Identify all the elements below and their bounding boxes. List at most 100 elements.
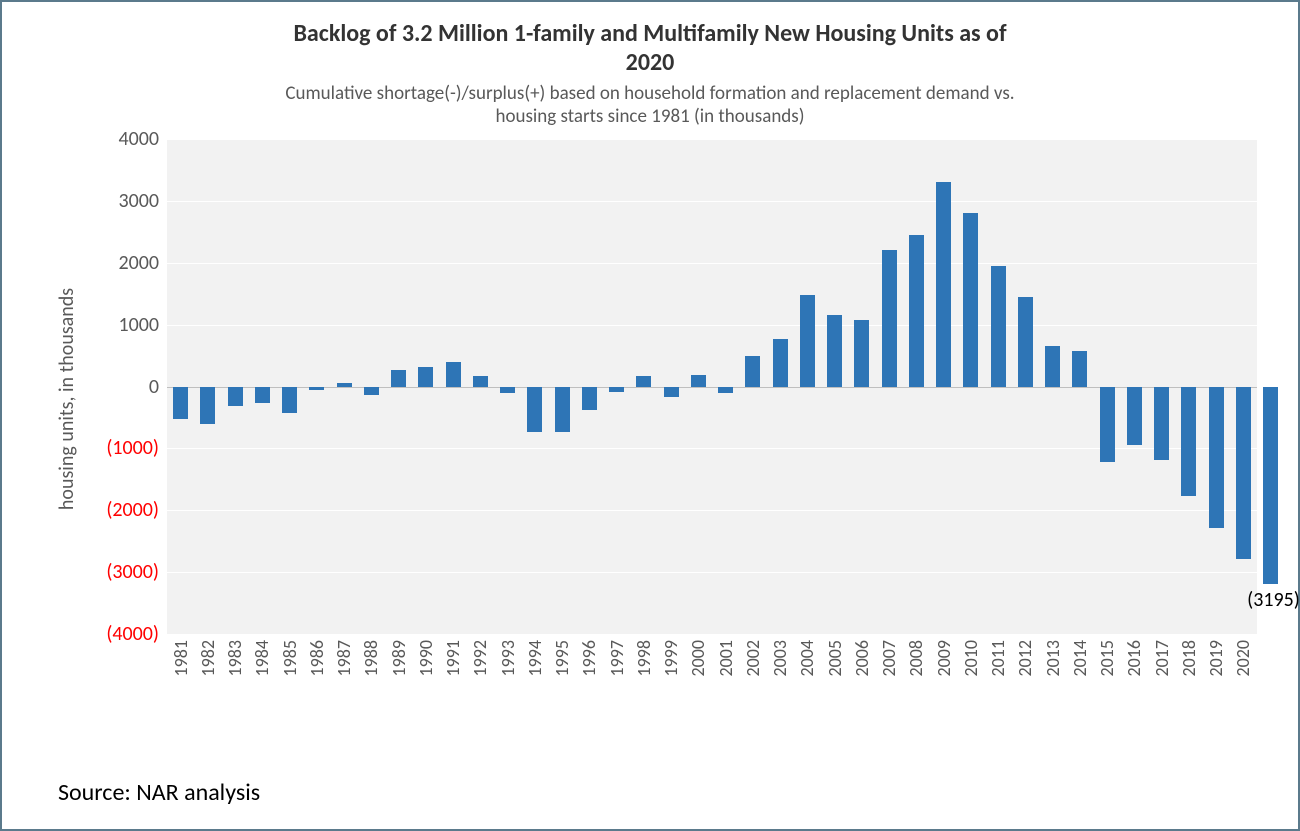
- bar: [827, 315, 842, 386]
- x-tick-label: 2011: [987, 634, 1009, 677]
- gridline: [167, 201, 1257, 202]
- x-tick-label: 1982: [197, 634, 219, 677]
- x-tick-label: 1988: [360, 634, 382, 677]
- x-tick-label: 2010: [960, 634, 982, 677]
- bar: [418, 367, 433, 386]
- y-tick-label: 2000: [118, 251, 167, 275]
- y-axis-label: housing units, in thousands: [55, 269, 79, 529]
- bar: [718, 387, 733, 393]
- bar: [1209, 387, 1224, 528]
- gridline: [167, 325, 1257, 326]
- gridline: [167, 634, 1257, 635]
- x-tick-label: 2009: [933, 634, 955, 677]
- bar: [745, 356, 760, 387]
- source-text: Source: NAR analysis: [58, 778, 260, 807]
- x-tick-label: 1998: [633, 634, 655, 677]
- bar: [555, 387, 570, 433]
- bar: [337, 383, 352, 387]
- bar: [446, 362, 461, 387]
- x-tick-label: 2016: [1123, 634, 1145, 677]
- bar: [228, 387, 243, 407]
- chart-subtitle: Cumulative shortage(-)/surplus(+) based …: [32, 82, 1268, 130]
- bar: [309, 387, 324, 391]
- bar: [1236, 387, 1251, 559]
- x-tick-label: 2018: [1178, 634, 1200, 677]
- y-tick-label: 4000: [118, 127, 167, 151]
- bar: [282, 387, 297, 413]
- bar: [473, 376, 488, 387]
- x-tick-label: 2012: [1014, 634, 1036, 677]
- x-tick-label: 1987: [333, 634, 355, 677]
- bar: [1072, 351, 1087, 387]
- x-tick-label: 1997: [606, 634, 628, 677]
- x-tick-label: 1995: [551, 634, 573, 677]
- y-tick-label-negative: (1000): [106, 436, 167, 460]
- bar: [200, 387, 215, 424]
- x-tick-label: 2002: [742, 634, 764, 677]
- bar: [854, 320, 869, 387]
- subtitle-line-1: Cumulative shortage(-)/surplus(+) based …: [285, 82, 1014, 105]
- chart-area: housing units, in thousands 010002000300…: [32, 139, 1268, 739]
- bar: [527, 387, 542, 433]
- bar: [1045, 346, 1060, 387]
- x-tick-label: 2020: [1232, 634, 1254, 677]
- bar: [1263, 387, 1278, 585]
- bar: [609, 387, 624, 393]
- bar: [173, 387, 188, 419]
- zero-line: [167, 387, 1257, 388]
- x-tick-label: 1991: [442, 634, 464, 677]
- x-tick-label: 2007: [878, 634, 900, 677]
- x-tick-label: 2015: [1096, 634, 1118, 677]
- bar: [1127, 387, 1142, 445]
- x-tick-label: 2013: [1042, 634, 1064, 677]
- bar: [691, 375, 706, 387]
- gridline: [167, 448, 1257, 449]
- plot-area: 01000200030004000(1000)(2000)(3000)(4000…: [167, 139, 1257, 634]
- y-tick-label: 1000: [118, 313, 167, 337]
- x-tick-label: 1993: [497, 634, 519, 677]
- title-line-2: 2020: [626, 48, 675, 77]
- x-tick-label: 2017: [1151, 634, 1173, 677]
- x-tick-label: 2004: [796, 634, 818, 677]
- x-tick-label: 2003: [769, 634, 791, 677]
- bar: [1181, 387, 1196, 497]
- bar: [991, 266, 1006, 387]
- x-tick-label: 1992: [469, 634, 491, 677]
- y-tick-label-negative: (4000): [106, 622, 167, 646]
- x-tick-label: 1983: [224, 634, 246, 677]
- x-tick-label: 1985: [279, 634, 301, 677]
- bar: [255, 387, 270, 403]
- bar: [1154, 387, 1169, 460]
- y-tick-label: 0: [149, 375, 167, 399]
- bar: [391, 370, 406, 387]
- bar: [882, 250, 897, 386]
- x-tick-label: 2001: [715, 634, 737, 677]
- y-tick-label-negative: (3000): [106, 560, 167, 584]
- bar: [773, 339, 788, 387]
- chart-title: Backlog of 3.2 Million 1-family and Mult…: [32, 20, 1268, 78]
- x-tick-label: 1994: [524, 634, 546, 677]
- x-tick-label: 2014: [1069, 634, 1091, 677]
- subtitle-line-2: housing starts since 1981 (in thousands): [496, 105, 805, 128]
- gridline: [167, 572, 1257, 573]
- bar: [582, 387, 597, 411]
- x-tick-label: 1990: [415, 634, 437, 677]
- bar: [364, 387, 379, 395]
- x-tick-label: 2019: [1205, 634, 1227, 677]
- gridline: [167, 139, 1257, 140]
- chart-container: Backlog of 3.2 Million 1-family and Mult…: [0, 0, 1300, 831]
- bar: [636, 376, 651, 387]
- x-tick-label: 1996: [578, 634, 600, 677]
- bar: [664, 387, 679, 398]
- bar: [909, 235, 924, 387]
- x-tick-label: 2005: [824, 634, 846, 677]
- x-tick-label: 2006: [851, 634, 873, 677]
- data-label-last: (3195): [1247, 588, 1300, 612]
- bar: [500, 387, 515, 394]
- x-tick-label: 1989: [388, 634, 410, 677]
- x-tick-label: 1981: [170, 634, 192, 677]
- y-tick-label-negative: (2000): [106, 498, 167, 522]
- x-tick-label: 1999: [660, 634, 682, 677]
- x-tick-label: 2008: [905, 634, 927, 677]
- bar: [1100, 387, 1115, 462]
